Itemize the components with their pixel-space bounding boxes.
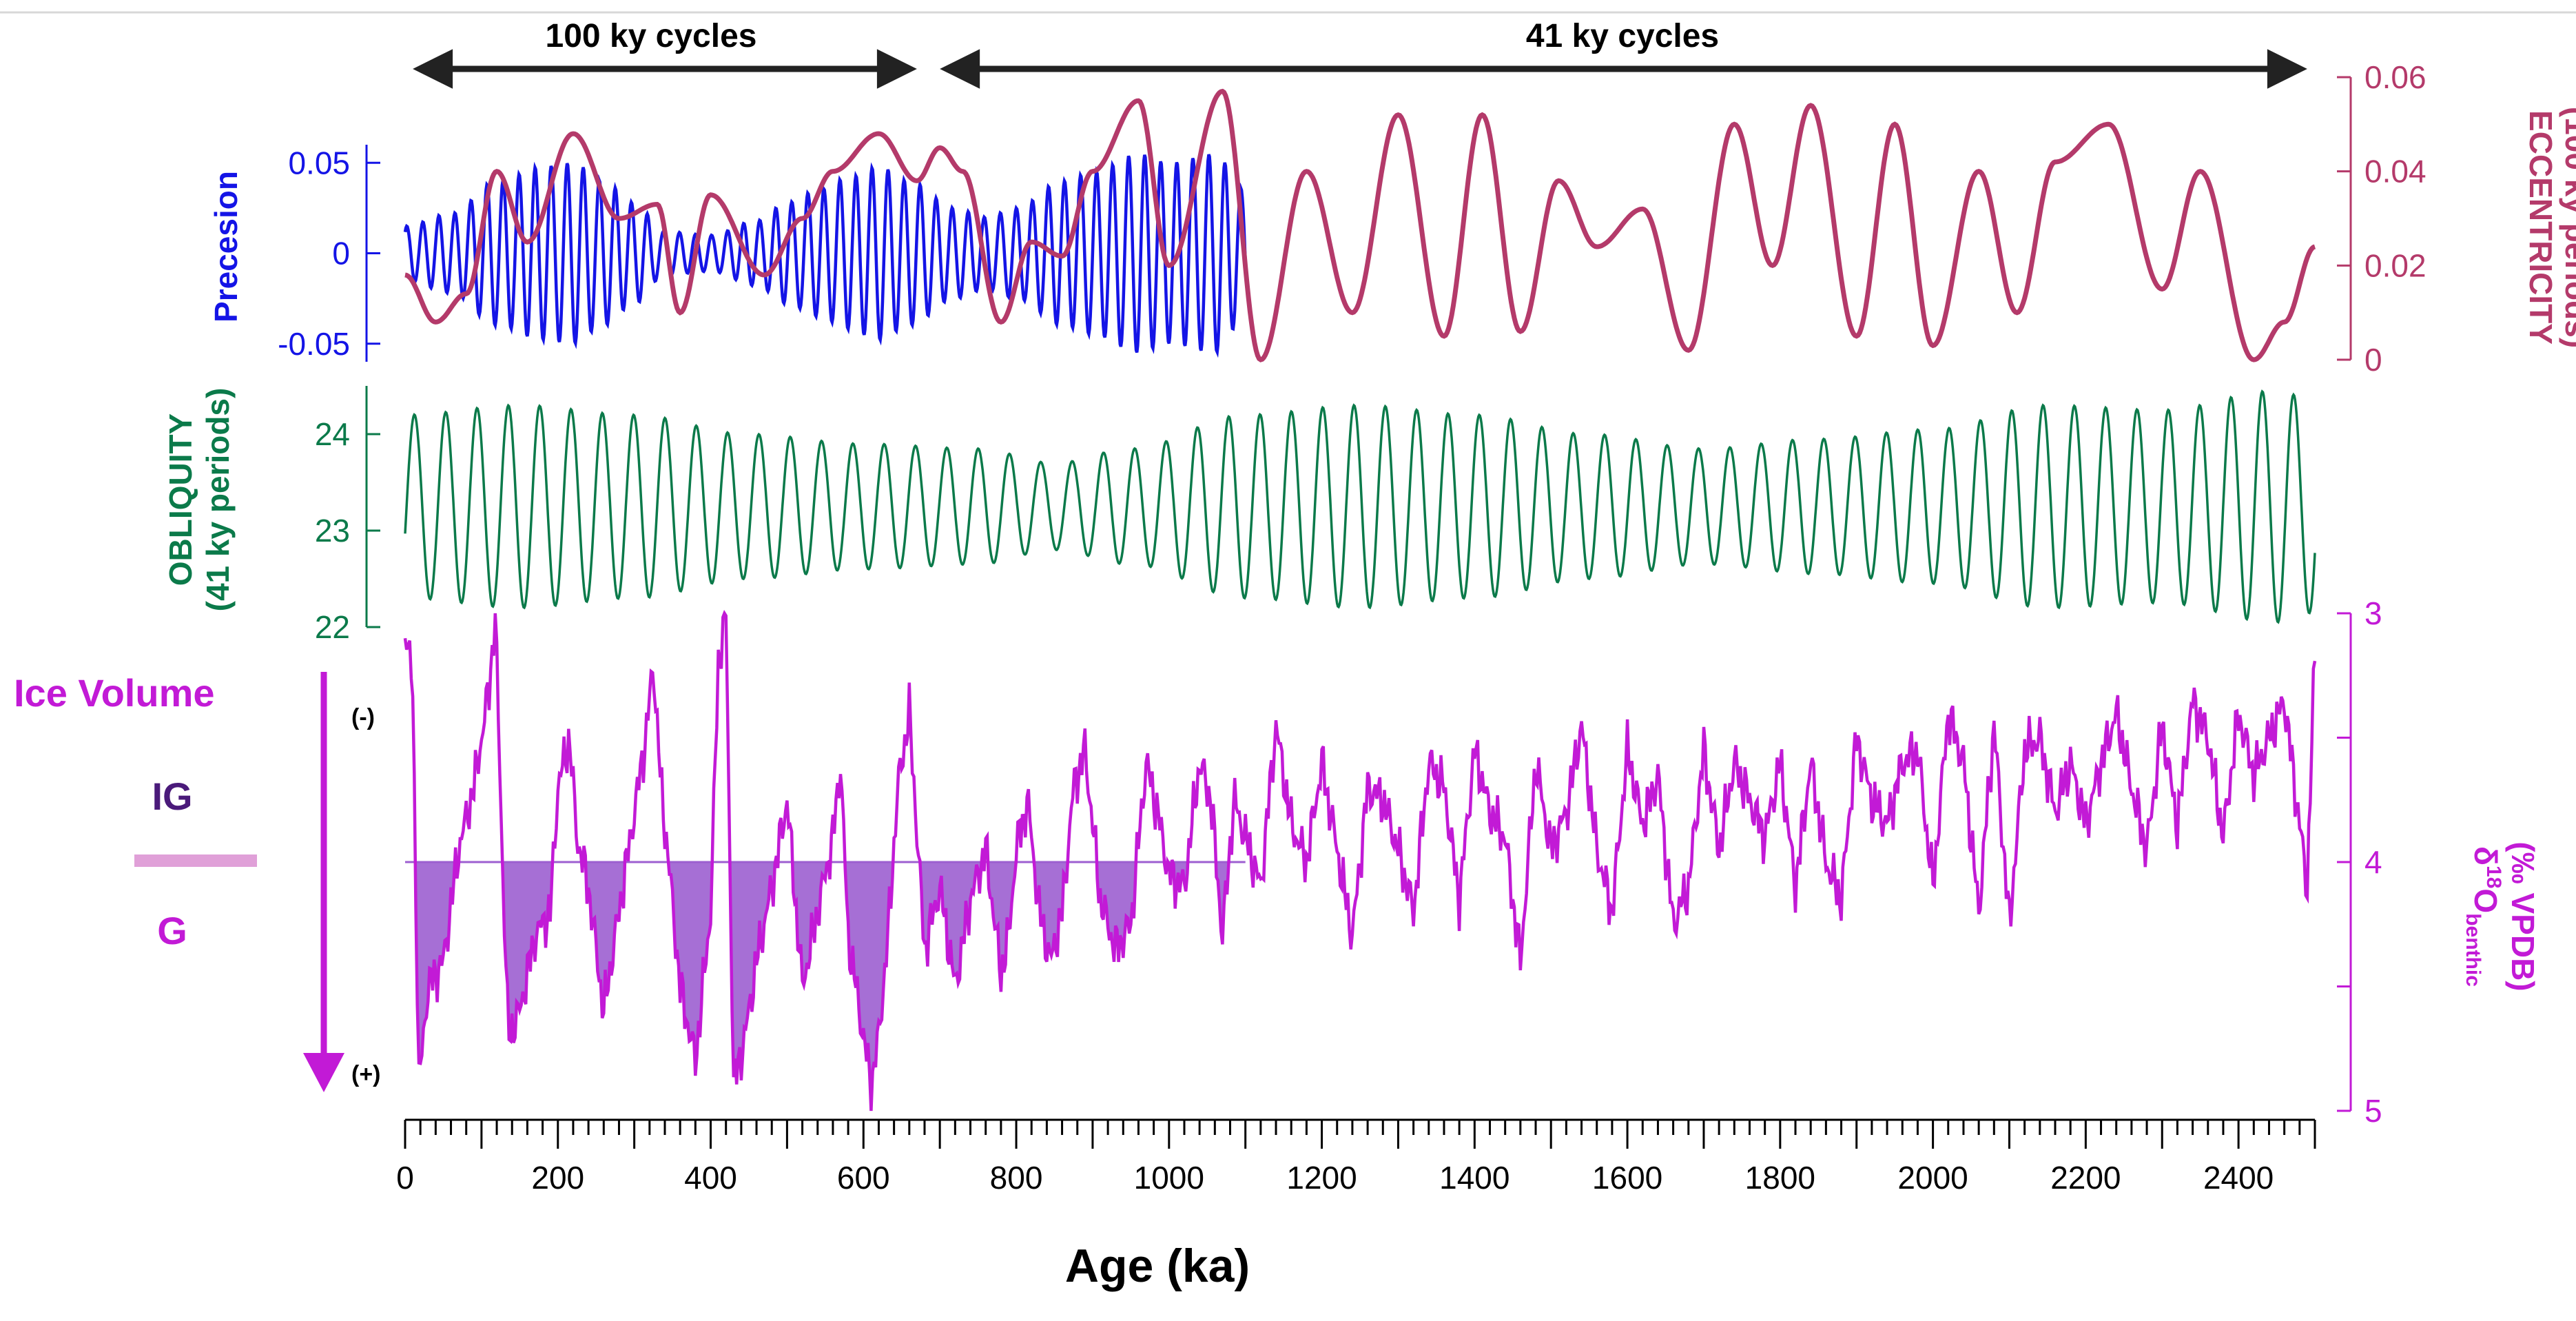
obliquity-tick-label: 24 [315,416,350,452]
ice-volume-arrow-head [303,1053,344,1092]
obliquity-tick-label: 22 [315,609,350,645]
x-tick-label: 1800 [1745,1160,1815,1196]
arrow-100ky-left-head [413,49,453,89]
glacial-shaded-area [405,862,1246,1111]
isotope-tick-label: 3 [2364,595,2382,631]
x-tick-label: 2400 [2203,1160,2274,1196]
isotope-tick-label: 4 [2364,844,2382,880]
ig-label: IG [152,775,192,818]
label-100ky-cycles: 100 ky cycles [546,18,757,54]
ice-volume-legend: Ice Volume IG G (-) (+) [14,671,381,1092]
x-tick-label: 1400 [1439,1160,1509,1196]
eccentricity-tick-label: 0.04 [2364,154,2426,190]
eccentricity-panel: 0 0.02 0.04 0.06 [404,59,2426,378]
obliquity-series-line [404,389,2316,624]
minus-label: (-) [351,704,375,730]
x-tick-label: 600 [837,1160,890,1196]
x-tick-label: 400 [684,1160,737,1196]
isotope-axis-title-line2: (‰ VPDB) [2505,841,2541,991]
precession-series-line [403,154,1247,358]
x-tick-label: 1000 [1134,1160,1204,1196]
g-label: G [157,909,187,952]
eccentricity-series-line [404,88,2316,362]
eccentricity-axis-title-line1: ECCENTRICITY [2523,110,2559,345]
eccentricity-axis-title-line2: (100 ky periods) [2559,107,2576,348]
x-tick-label: 2200 [2050,1160,2121,1196]
x-tick-label: 200 [531,1160,584,1196]
x-tick-label: 1200 [1286,1160,1357,1196]
obliquity-axis-title-line2: (41 ky periods) [200,388,236,612]
precession-axis-title: Precesion [208,171,244,322]
precession-tick-label: -0.05 [278,326,350,362]
isotope-element: O [2468,888,2504,913]
label-41ky-cycles: 41 ky cycles [1526,18,1719,54]
isotope-series-line [403,610,2317,1112]
eccentricity-tick-label: 0.02 [2364,247,2426,283]
cycle-annotations: 100 ky cycles 41 ky cycles [413,18,2307,89]
ig-g-divider-bar [134,854,257,867]
arrow-41ky-left-head [940,49,980,89]
plus-label: (+) [351,1061,381,1087]
isotope-axis-title: δ18Obenthic [2462,846,2505,987]
x-tick-label: 800 [990,1160,1043,1196]
obliquity-panel: 24 23 22 [315,386,2316,645]
x-tick-label: 1600 [1592,1160,1662,1196]
arrow-100ky-right-head [876,49,917,89]
isotope-tick-label: 5 [2364,1093,2382,1129]
delta-symbol: δ [2468,846,2504,866]
obliquity-tick-label: 23 [315,513,350,549]
x-axis: 0 200 400 600 800 1000 1200 1400 1600 1800 2000 220… [396,1118,2316,1196]
precession-tick-label: 0.05 [288,145,350,181]
eccentricity-tick-label: 0 [2364,342,2382,378]
arrow-41ky-right-head [2267,49,2307,89]
x-axis-title: Age (ka) [1065,1240,1250,1292]
ice-volume-label: Ice Volume [14,671,215,715]
precession-panel: 0.05 0 -0.05 [278,145,1247,362]
isotope-panel: 3 4 5 [403,595,2382,1129]
svg-text:δ18Obenthic: δ18Obenthic [2462,846,2505,987]
x-tick-label: 2000 [1897,1160,1968,1196]
obliquity-axis-title-line1: OBLIQUITY [163,413,198,586]
cycle-arrows [413,49,2307,89]
isotope-subscript: benthic [2462,913,2484,987]
precession-tick-label: 0 [332,236,350,272]
eccentricity-tick-label: 0.06 [2364,59,2426,95]
isotope-mass: 18 [2482,866,2505,888]
x-tick-label: 0 [396,1160,414,1196]
